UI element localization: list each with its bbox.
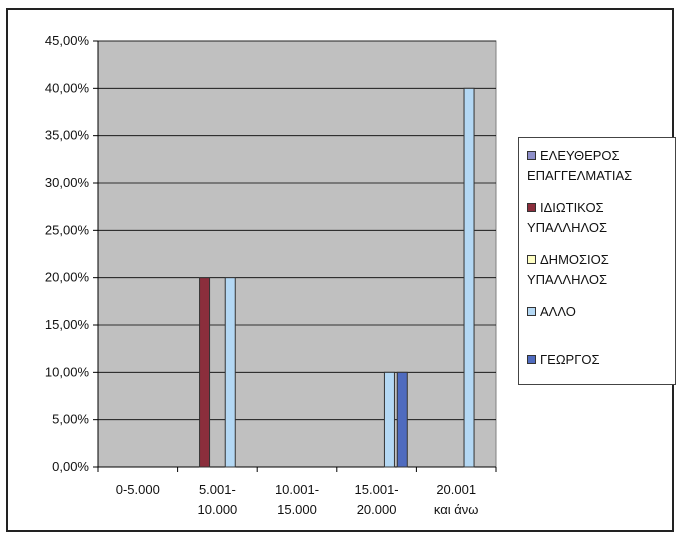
- x-tick-label: 0-5.000: [116, 482, 160, 497]
- y-tick-label: 40,00%: [45, 80, 90, 95]
- legend-label: ΕΠΑΓΓΕΛΜΑΤΙΑΣ: [527, 168, 633, 183]
- y-tick-label: 30,00%: [45, 175, 90, 190]
- y-tick-label: 10,00%: [45, 364, 90, 379]
- y-tick-label: 5,00%: [52, 412, 89, 427]
- legend-swatch: [527, 255, 536, 265]
- legend-item: ΔΗΜΟΣΙΟΣ ΥΠΑΛΛΗΛΟΣ: [527, 250, 609, 290]
- legend: ΕΛΕΥΘΕΡΟΣ ΕΠΑΓΓΕΛΜΑΤΙΑΣ ΙΔΙΩΤΙΚΟΣ ΥΠΑΛΛΗΛΟΣ…: [518, 137, 676, 385]
- y-tick-label: 45,00%: [45, 33, 90, 48]
- legend-item: ΕΛΕΥΘΕΡΟΣ ΕΠΑΓΓΕΛΜΑΤΙΑΣ: [527, 146, 632, 186]
- y-tick-label: 35,00%: [45, 128, 90, 143]
- y-tick-label: 15,00%: [45, 317, 90, 332]
- legend-label: ΥΠΑΛΛΗΛΟΣ: [527, 220, 608, 235]
- x-tick-label: και άνω: [434, 502, 479, 517]
- legend-swatch: [527, 307, 536, 317]
- x-tick-label: 20.000: [357, 502, 397, 517]
- chart-frame: 0,00% 5,00% 10,00% 15,00% 20,00% 25,00% 30,00%…: [6, 8, 676, 532]
- legend-label: ΓΕΩΡΓΟΣ: [527, 350, 600, 370]
- bar: [463, 87, 475, 468]
- x-tick-label: 15.000: [277, 502, 317, 517]
- bar: [396, 371, 408, 468]
- x-tick-label: 10.001-: [275, 482, 319, 497]
- legend-label: ΙΔΙΩΤΙΚΟΣ: [527, 198, 607, 218]
- legend-swatch: [527, 151, 536, 161]
- x-tick-label: 10.000: [198, 502, 238, 517]
- bar: [224, 277, 236, 468]
- y-tick-label: 25,00%: [45, 222, 90, 237]
- legend-item: ΓΕΩΡΓΟΣ: [527, 350, 600, 370]
- y-tick-label: 0,00%: [52, 459, 89, 474]
- legend-label: ΕΛΕΥΘΕΡΟΣ: [527, 146, 632, 166]
- x-tick-label: 15.001-: [355, 482, 399, 497]
- legend-swatch: [527, 355, 536, 365]
- x-tick-label: 20.001: [436, 482, 476, 497]
- legend-item: ΙΔΙΩΤΙΚΟΣ ΥΠΑΛΛΗΛΟΣ: [527, 198, 607, 238]
- x-tick-label: 5.001-: [199, 482, 236, 497]
- bar: [383, 371, 395, 468]
- legend-label: ΥΠΑΛΛΗΛΟΣ: [527, 272, 608, 287]
- legend-item: ΑΛΛΟ: [527, 302, 576, 322]
- legend-label: ΔΗΜΟΣΙΟΣ: [527, 250, 609, 270]
- legend-swatch: [527, 203, 536, 213]
- bar: [199, 277, 211, 468]
- y-tick-label: 20,00%: [45, 270, 90, 285]
- bar-chart: 0,00% 5,00% 10,00% 15,00% 20,00% 25,00% 30,00%…: [45, 33, 497, 517]
- legend-label: ΑΛΛΟ: [527, 302, 576, 322]
- plot-area: [97, 40, 497, 468]
